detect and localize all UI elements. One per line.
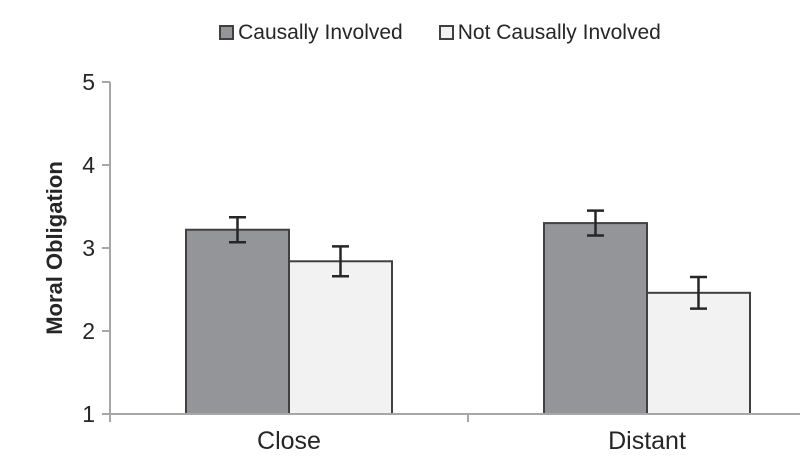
x-category-label: Distant <box>608 427 686 455</box>
y-tick-label: 3 <box>82 235 95 261</box>
bar-distant-series-1 <box>646 291 751 416</box>
y-tick-label: 2 <box>82 318 95 344</box>
y-tick-label: 5 <box>82 69 95 95</box>
y-tick-label: 1 <box>82 401 95 427</box>
bar-chart: Causally Involved Not Causally Involved 1… <box>40 16 800 460</box>
bar-close-series-1 <box>288 260 393 415</box>
y-tick-label: 4 <box>82 152 95 178</box>
plot-area: 1 2 3 4 5 Close Distant Moral Obligation <box>42 69 800 455</box>
bar-distant-series-0 <box>543 222 648 415</box>
bar-close-series-0 <box>185 228 290 415</box>
y-axis-title: Moral Obligation <box>42 161 67 335</box>
x-category-label: Close <box>257 427 321 455</box>
